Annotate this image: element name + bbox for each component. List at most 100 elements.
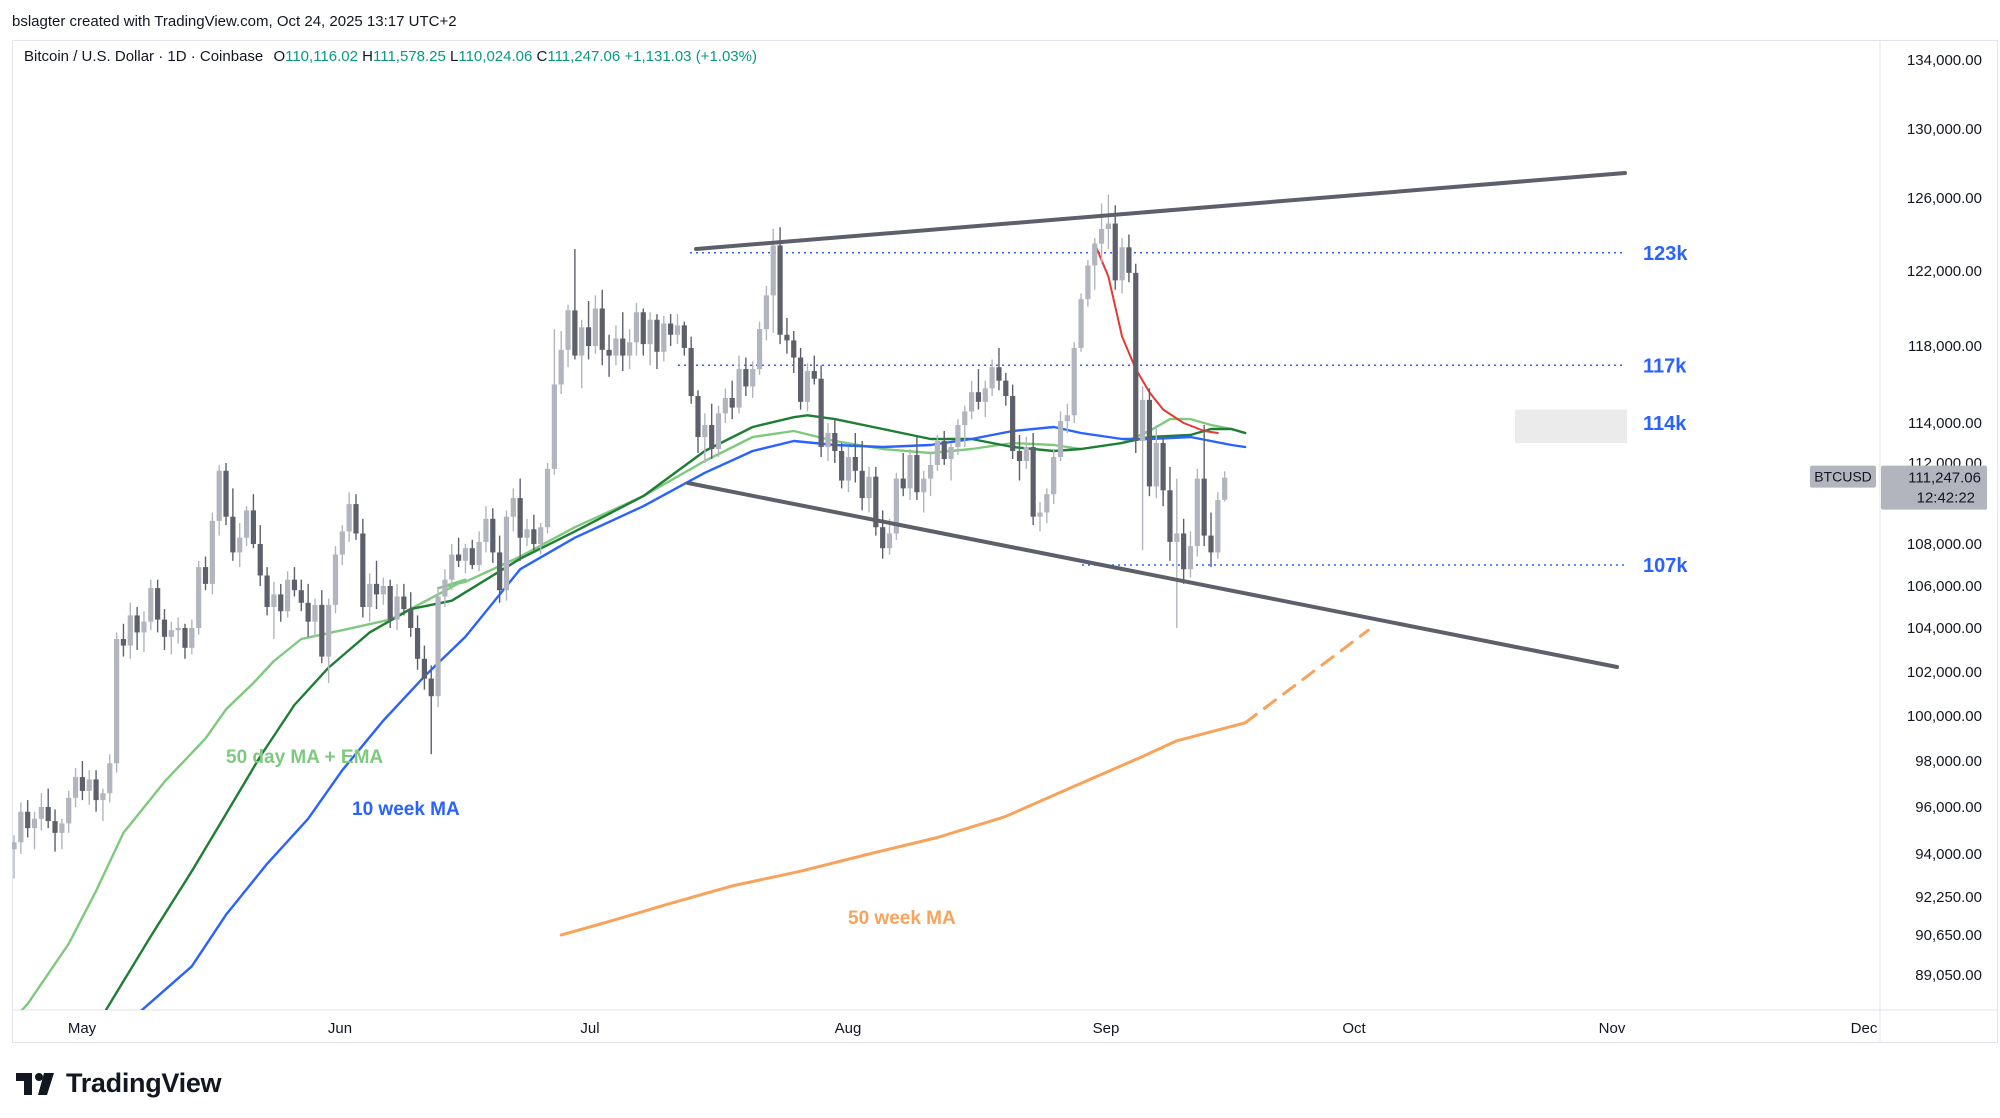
price-tick-label: 92,250.00 (1915, 889, 1982, 906)
candle-body (189, 628, 195, 648)
candle-body (1003, 380, 1009, 397)
candle-body (216, 470, 222, 521)
candle-body (141, 621, 147, 633)
candle-body (1140, 399, 1146, 441)
candle-body (996, 367, 1002, 381)
candle-body (38, 807, 44, 819)
candle-body (1051, 457, 1057, 495)
price-tick-label: 98,000.00 (1915, 753, 1982, 770)
candle-body (449, 554, 455, 580)
candle-body (845, 457, 852, 481)
candle-body (729, 397, 735, 408)
candle-body (777, 245, 783, 335)
candle-body (866, 476, 872, 499)
price-tick-label: 89,050.00 (1915, 967, 1982, 984)
candle-body (148, 588, 154, 622)
candle-body (613, 338, 619, 356)
candle-body (743, 369, 749, 387)
price-tick-label: 106,000.00 (1907, 578, 1982, 595)
resistance-zone (1515, 409, 1627, 443)
candle-body (565, 310, 571, 350)
candle-body (756, 329, 763, 370)
candle-body (668, 323, 674, 335)
candle-body (633, 312, 640, 343)
candle-body (606, 349, 612, 356)
candle-body (763, 295, 769, 330)
candle-body (196, 567, 202, 628)
price-tick-label: 102,000.00 (1907, 664, 1982, 681)
candle-body (155, 588, 161, 620)
candle-body (517, 498, 523, 538)
tradingview-logo[interactable]: TradingView (14, 1068, 222, 1099)
candle-body (107, 763, 113, 794)
candle-body (182, 628, 188, 648)
symbol-name[interactable]: Bitcoin / U.S. Dollar · 1D · Coinbase (24, 48, 264, 65)
candle-body (914, 455, 920, 493)
price-tick-label: 108,000.00 (1907, 536, 1982, 553)
candle-body (1030, 447, 1036, 517)
level-label-117k: 117k (1643, 355, 1687, 377)
open-label: O (273, 48, 286, 65)
tradingview-logo-icon (16, 1072, 54, 1095)
candle-body (1181, 533, 1187, 570)
price-tick-label: 96,000.00 (1915, 799, 1982, 816)
ticker-tag-label: BTCUSD (1814, 469, 1872, 485)
candle-body (921, 478, 927, 493)
candle-body (551, 384, 557, 469)
close-label: C (536, 48, 548, 65)
candle-body (709, 425, 715, 449)
candle-body (1078, 299, 1084, 348)
candle-body (1187, 546, 1194, 570)
candle-body (12, 842, 17, 850)
close-value: 111,247.06 (547, 48, 621, 65)
candle-body (394, 596, 400, 620)
candle-body (175, 628, 181, 631)
candle-body (811, 371, 817, 379)
price-tag (1881, 465, 1987, 510)
candle-body (257, 544, 263, 576)
wk10-line (140, 425, 1247, 1010)
candle-body (907, 455, 913, 489)
price-tick-label: 130,000.00 (1907, 121, 1982, 138)
low-label: L (450, 48, 459, 65)
candle-body (982, 388, 988, 402)
change-value: +1,131.03 (+1.03%) (624, 48, 757, 65)
price-tick-label: 134,000.00 (1907, 52, 1982, 69)
candle-body (346, 504, 352, 532)
candle-body (114, 639, 120, 764)
candle-body (722, 397, 728, 414)
candle-body (818, 378, 824, 447)
low-value: 110,024.06 (458, 48, 533, 65)
candle-body (1023, 447, 1029, 461)
wk50-line (559, 721, 1247, 937)
candle-body (120, 639, 127, 646)
candle-body (579, 327, 585, 356)
ohlc-legend: Bitcoin / U.S. Dollar · 1D · Coinbase O 1… (24, 48, 757, 65)
candle-body (408, 609, 414, 628)
candle-body (79, 777, 85, 791)
candle-body (339, 531, 345, 555)
candle-body (100, 793, 106, 801)
price-tag-value: 111,247.06 (1908, 470, 1981, 487)
candle-body (893, 478, 899, 534)
candle-body (1126, 247, 1132, 273)
level-label-114k: 114k (1643, 413, 1687, 435)
candle-body (873, 476, 879, 528)
candle-body (414, 628, 421, 659)
candle-body (45, 807, 51, 822)
candle-body (31, 818, 38, 829)
time-tick-label: Oct (1342, 1020, 1366, 1037)
candle-body (975, 392, 982, 402)
candle-body (1222, 477, 1228, 500)
candle-body (161, 619, 168, 637)
candle-body (312, 604, 318, 622)
candle-body (1215, 500, 1221, 553)
candle-body (367, 583, 373, 607)
candle-body (1174, 533, 1180, 542)
candle-body (585, 327, 592, 346)
candle-body (1044, 494, 1050, 513)
candle-body (524, 529, 530, 538)
candle-body (681, 325, 687, 348)
wk50-projection (1243, 628, 1370, 725)
